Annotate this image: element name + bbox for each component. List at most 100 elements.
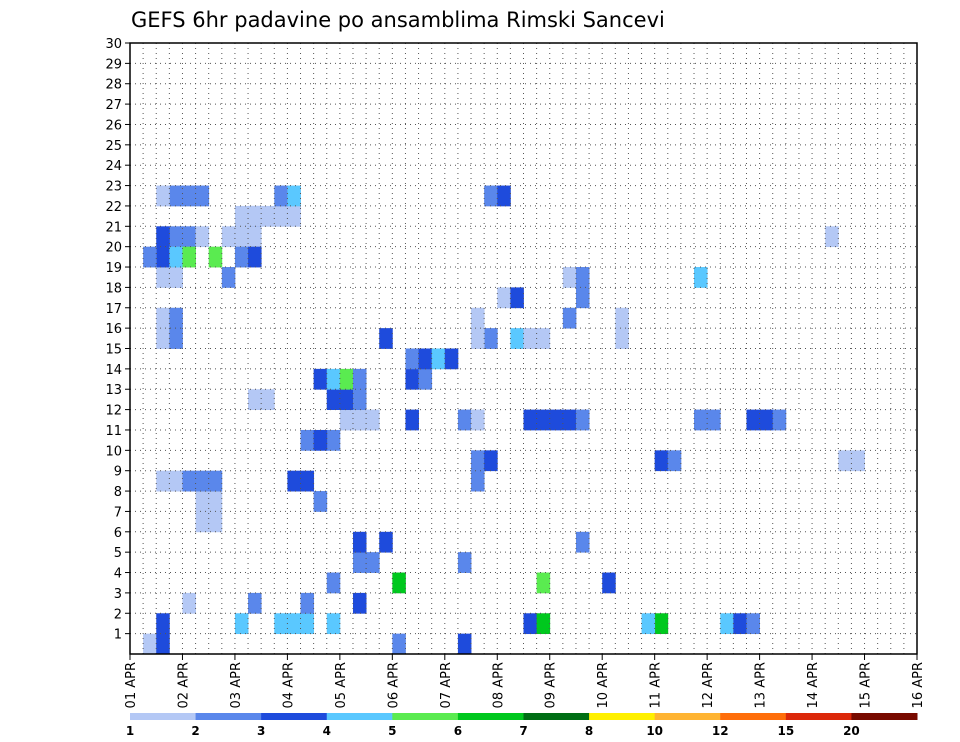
heatmap-cell [195, 226, 210, 248]
x-tick-label: 08 APR [491, 662, 506, 708]
heatmap-cell [234, 205, 249, 227]
y-tick-label: 1 [114, 628, 122, 643]
x-tick-label: 05 APR [334, 662, 349, 708]
colorbar-label: 15 [777, 724, 794, 738]
y-tick-label: 19 [105, 261, 122, 276]
heatmap-cell [654, 450, 669, 472]
y-tick-label: 10 [105, 444, 122, 459]
x-tick-label: 16 APR [911, 662, 926, 708]
heatmap-cell [759, 409, 774, 431]
heatmap-cell [169, 470, 183, 492]
heatmap-cell [471, 470, 485, 492]
heatmap-cell [169, 246, 183, 268]
heatmap-cell [156, 328, 170, 349]
heatmap-cell [352, 552, 367, 573]
heatmap-cell [300, 429, 315, 451]
y-tick-label: 2 [114, 607, 122, 622]
heatmap-cell [523, 613, 538, 635]
heatmap-cell [248, 389, 262, 410]
heatmap-cell [261, 205, 275, 227]
heatmap-cell [352, 531, 367, 553]
heatmap-cell [169, 185, 183, 207]
colorbar-swatch [654, 713, 721, 720]
y-tick-label: 26 [105, 118, 122, 133]
y-tick-label: 25 [105, 139, 122, 154]
heatmap-cell [169, 267, 183, 288]
y-tick-label: 6 [114, 526, 122, 541]
heatmap-cell [143, 633, 157, 655]
heatmap-cell [326, 572, 341, 594]
heatmap-cell [484, 450, 498, 472]
y-tick-label: 27 [105, 98, 122, 113]
heatmap-cell [208, 246, 223, 268]
colorbar-swatch [457, 713, 524, 720]
x-tick-label: 14 APR [806, 662, 821, 708]
heatmap-cell [418, 368, 433, 390]
colorbar-swatch [195, 713, 262, 720]
heatmap-cell [575, 409, 590, 431]
heatmap-cell [143, 246, 157, 268]
heatmap-cell [772, 409, 787, 431]
heatmap-cell [444, 348, 459, 370]
colorbar-swatch [851, 713, 918, 720]
colorbar-label: 4 [323, 724, 331, 738]
heatmap-cell [549, 409, 564, 431]
heatmap-cell [562, 307, 577, 329]
colorbar-label: 12 [712, 724, 729, 738]
heatmap-cell [536, 572, 551, 594]
heatmap-cell [497, 287, 511, 309]
heatmap-cell [195, 470, 210, 492]
x-tick-label: 12 APR [701, 662, 716, 708]
heatmap-cell [313, 429, 328, 451]
colorbar-label: 8 [585, 724, 593, 738]
grid-lines [130, 43, 917, 654]
heatmap-cell [234, 613, 249, 635]
heatmap-cell [484, 328, 498, 349]
heatmap-cell [510, 287, 524, 309]
heatmap-cells [143, 185, 865, 655]
heatmap-cell [667, 450, 682, 472]
x-tick-label: 01 APR [124, 662, 139, 708]
heatmap-cell [536, 409, 551, 431]
colorbar-label: 3 [257, 724, 265, 738]
heatmap-cell [208, 470, 223, 492]
heatmap-cell [457, 633, 472, 655]
heatmap-cell [510, 328, 524, 349]
y-tick-label: 23 [105, 180, 122, 195]
y-tick-label: 14 [105, 363, 122, 378]
y-tick-label: 28 [105, 78, 122, 93]
y-tick-label: 29 [105, 57, 122, 72]
x-tick-label: 03 APR [229, 662, 244, 708]
heatmap-cell [352, 409, 367, 431]
x-tick-label: 15 APR [859, 662, 874, 708]
heatmap-cell [379, 531, 393, 553]
colorbar-swatch [720, 713, 787, 720]
heatmap-cell [471, 409, 485, 431]
heatmap-cell [405, 409, 419, 431]
heatmap-cell [326, 389, 341, 410]
colorbar-label: 10 [646, 724, 663, 738]
heatmap-cell [195, 185, 210, 207]
x-tick-label: 10 APR [596, 662, 611, 708]
heatmap-cell [300, 470, 315, 492]
x-tick-label: 07 APR [439, 662, 454, 708]
heatmap-cell [313, 368, 328, 390]
heatmap-cell [208, 491, 223, 512]
heatmap-cell [156, 185, 170, 207]
heatmap-cell [221, 226, 236, 248]
heatmap-cell [169, 307, 183, 329]
colorbar-swatch [392, 713, 459, 720]
heatmap-cell [195, 511, 210, 533]
heatmap-cell [602, 572, 616, 594]
heatmap-cell [562, 267, 577, 288]
heatmap-cell [261, 389, 275, 410]
colorbar-swatch [130, 713, 197, 720]
heatmap-cell [838, 450, 852, 472]
colorbar-swatch [589, 713, 656, 720]
heatmap-cell [379, 328, 393, 349]
heatmap-cell [405, 368, 419, 390]
heatmap-cell [471, 328, 485, 349]
chart-title: GEFS 6hr padavine po ansamblima Rimski S… [131, 8, 665, 32]
heatmap-cell [851, 450, 865, 472]
